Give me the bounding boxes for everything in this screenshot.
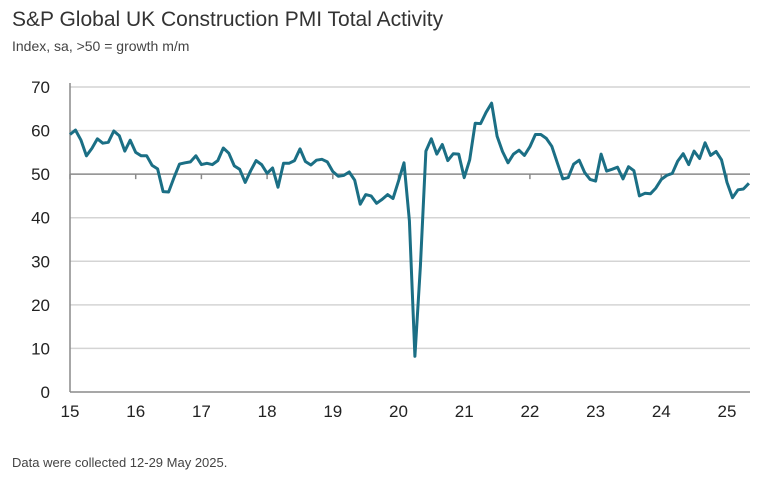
chart-subtitle: Index, sa, >50 = growth m/m: [12, 38, 190, 54]
x-tick-label: 25: [718, 402, 737, 421]
y-tick-label: 10: [31, 339, 50, 358]
x-tick-label: 21: [455, 402, 474, 421]
y-tick-label: 30: [31, 252, 50, 271]
y-tick-label: 20: [31, 296, 50, 315]
x-tick-label: 18: [258, 402, 277, 421]
series-line: [69, 101, 750, 358]
x-tick-label: 24: [652, 402, 671, 421]
x-tick-label: 19: [323, 402, 342, 421]
x-tick-label: 17: [192, 402, 211, 421]
x-tick-label: 20: [389, 402, 408, 421]
chart-title: S&P Global UK Construction PMI Total Act…: [12, 8, 444, 31]
y-tick-label: 70: [31, 78, 50, 97]
y-tick-label: 50: [31, 165, 50, 184]
x-tick-label: 16: [126, 402, 145, 421]
footnote: Data were collected 12-29 May 2025.: [12, 455, 228, 470]
y-tick-label: 0: [41, 383, 50, 402]
x-tick-label: 15: [61, 402, 80, 421]
x-tick-label: 23: [586, 402, 605, 421]
x-tick-label: 22: [520, 402, 539, 421]
y-tick-label: 60: [31, 122, 50, 141]
y-tick-label: 40: [31, 209, 50, 228]
